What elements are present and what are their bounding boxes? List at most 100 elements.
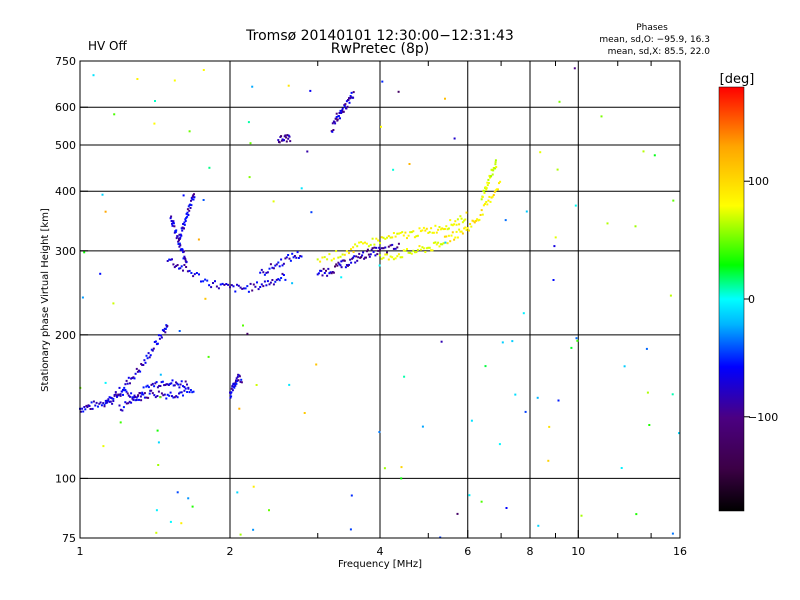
y-tick-label: 500: [55, 139, 76, 152]
echo-point: [415, 251, 418, 254]
echo-point: [249, 142, 252, 145]
echo-point: [257, 288, 260, 291]
echo-point: [415, 235, 418, 238]
x-axis-label: Frequency [MHz]: [338, 559, 422, 570]
echo-point: [366, 250, 368, 253]
echo-point: [418, 227, 421, 230]
echo-point: [441, 227, 444, 230]
echo-point: [239, 533, 242, 536]
echo-point: [354, 261, 357, 264]
echo-point: [160, 336, 163, 339]
echo-point: [316, 273, 319, 276]
echo-point: [366, 248, 369, 251]
echo-point: [553, 245, 556, 248]
echo-point: [180, 380, 183, 383]
echo-point: [348, 252, 350, 255]
echo-point: [432, 231, 435, 234]
echo-point: [274, 280, 277, 283]
echo-point: [329, 271, 332, 274]
echo-point: [492, 194, 495, 196]
echo-point: [108, 400, 111, 403]
echo-point: [236, 379, 239, 382]
echo-point: [387, 235, 390, 238]
echo-point: [303, 412, 306, 414]
echo-point: [363, 257, 366, 260]
echo-point: [123, 386, 126, 389]
echo-point: [266, 280, 269, 283]
echo-point: [356, 245, 359, 248]
echo-point: [251, 289, 254, 292]
echo-point: [181, 229, 184, 232]
echo-point: [459, 215, 462, 218]
y-tick-label: 200: [55, 329, 76, 342]
echo-point: [104, 402, 107, 405]
echo-point: [119, 408, 122, 411]
echo-point: [271, 266, 274, 269]
echo-point: [268, 509, 270, 512]
echo-point: [125, 379, 128, 382]
echo-point: [412, 230, 415, 233]
echo-point: [340, 266, 343, 269]
echo-point: [119, 394, 122, 397]
echo-point: [154, 382, 157, 385]
echo-point: [219, 283, 222, 286]
echo-point: [476, 218, 479, 221]
echo-point: [176, 235, 179, 238]
echo-point: [455, 230, 458, 233]
echo-point: [484, 365, 487, 368]
echo-point: [330, 272, 333, 275]
echo-point: [148, 392, 151, 395]
echo-point: [399, 256, 402, 259]
echo-point: [135, 399, 138, 401]
echo-point: [179, 267, 182, 270]
echo-point: [175, 265, 178, 267]
echo-point: [397, 242, 400, 245]
echo-point: [281, 264, 284, 267]
echo-point: [396, 232, 399, 235]
echo-point: [102, 402, 105, 405]
echo-point: [350, 248, 352, 251]
echo-point: [179, 383, 182, 386]
echo-point: [136, 370, 139, 373]
echo-point: [422, 226, 425, 229]
echo-point: [254, 285, 257, 288]
echo-point: [396, 246, 399, 249]
echo-point: [275, 278, 278, 281]
echo-point: [192, 198, 195, 201]
echo-point: [574, 204, 577, 207]
echo-point: [145, 385, 148, 388]
echo-point: [255, 384, 258, 386]
echo-point: [378, 246, 381, 249]
echo-point: [268, 267, 271, 270]
echo-point: [453, 238, 456, 241]
echo-point: [300, 255, 303, 258]
echo-point: [175, 381, 177, 384]
echo-point: [171, 222, 173, 225]
echo-point: [124, 383, 127, 386]
echo-point: [472, 220, 475, 223]
echo-point: [184, 220, 187, 222]
chart-title: Tromsø 20140101 12:30:00−12:31:43: [245, 28, 514, 44]
echo-point: [449, 219, 452, 222]
echo-point: [458, 223, 461, 226]
echo-point: [164, 331, 167, 334]
echo-point: [81, 296, 84, 299]
echo-point: [164, 384, 167, 386]
echo-point: [138, 369, 140, 372]
echo-point: [162, 330, 165, 332]
echo-point: [347, 99, 350, 102]
echo-point: [386, 236, 388, 239]
echo-point: [156, 395, 159, 397]
echo-point: [178, 239, 180, 242]
echo-point: [159, 373, 162, 376]
echo-point: [130, 401, 133, 404]
echo-point: [143, 359, 146, 362]
echo-point: [383, 467, 386, 470]
echo-point: [241, 287, 244, 290]
echo-point: [438, 226, 441, 228]
echo-point: [244, 287, 247, 290]
echo-point: [162, 394, 165, 397]
echo-point: [556, 168, 559, 171]
echo-point: [409, 251, 412, 254]
echo-point: [176, 382, 179, 385]
